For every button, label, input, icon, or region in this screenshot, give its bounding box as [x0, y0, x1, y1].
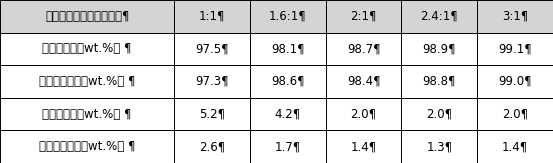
Bar	[174, 130, 250, 163]
Text: 低共熔溶剂与酚的摩尔比¶: 低共熔溶剂与酚的摩尔比¶	[45, 10, 129, 23]
Text: 1:1¶: 1:1¶	[199, 10, 225, 23]
Bar	[0, 98, 174, 130]
Bar	[174, 0, 250, 33]
Text: 2.0¶: 2.0¶	[351, 108, 377, 121]
Bar	[174, 98, 250, 130]
Text: 98.9¶: 98.9¶	[422, 42, 456, 55]
Text: 98.6¶: 98.6¶	[271, 75, 305, 88]
Text: 1.4¶: 1.4¶	[351, 140, 377, 153]
Bar	[401, 65, 477, 98]
Text: 5.2¶: 5.2¶	[199, 108, 225, 121]
Bar	[326, 65, 401, 98]
Text: 2.6¶: 2.6¶	[199, 140, 225, 153]
Bar	[477, 130, 553, 163]
Bar	[326, 98, 401, 130]
Text: 3:1¶: 3:1¶	[502, 10, 528, 23]
Bar	[174, 65, 250, 98]
Bar	[477, 65, 553, 98]
Bar	[401, 130, 477, 163]
Bar	[250, 65, 326, 98]
Bar	[401, 33, 477, 65]
Bar	[401, 0, 477, 33]
Bar	[401, 98, 477, 130]
Text: 2.4:1¶: 2.4:1¶	[420, 10, 458, 23]
Text: 98.1¶: 98.1¶	[271, 42, 305, 55]
Text: 2.0¶: 2.0¶	[502, 108, 528, 121]
Bar	[250, 33, 326, 65]
Text: 甲苯夹带量（wt.%） ¶: 甲苯夹带量（wt.%） ¶	[43, 108, 132, 121]
Bar	[250, 98, 326, 130]
Text: 1.6:1¶: 1.6:1¶	[269, 10, 307, 23]
Bar	[0, 65, 174, 98]
Text: 1.4¶: 1.4¶	[502, 140, 528, 153]
Text: 98.7¶: 98.7¶	[347, 42, 380, 55]
Text: 97.3¶: 97.3¶	[195, 75, 229, 88]
Bar	[250, 130, 326, 163]
Text: 苯酚萸取率（wt.%） ¶: 苯酚萸取率（wt.%） ¶	[43, 42, 132, 55]
Text: 1.3¶: 1.3¶	[426, 140, 452, 153]
Text: 1.7¶: 1.7¶	[275, 140, 301, 153]
Bar	[477, 0, 553, 33]
Bar	[326, 33, 401, 65]
Text: 异丙苯夹带量（wt.%） ¶: 异丙苯夹带量（wt.%） ¶	[39, 140, 135, 153]
Text: 2:1¶: 2:1¶	[351, 10, 377, 23]
Bar	[0, 0, 174, 33]
Bar	[0, 33, 174, 65]
Text: 2.0¶: 2.0¶	[426, 108, 452, 121]
Text: 4.2¶: 4.2¶	[275, 108, 301, 121]
Bar	[326, 130, 401, 163]
Bar	[477, 98, 553, 130]
Text: 99.0¶: 99.0¶	[498, 75, 532, 88]
Bar	[0, 130, 174, 163]
Bar	[174, 33, 250, 65]
Text: 99.1¶: 99.1¶	[498, 42, 532, 55]
Bar	[250, 0, 326, 33]
Text: 97.5¶: 97.5¶	[195, 42, 229, 55]
Text: 间甲酚萸取率（wt.%） ¶: 间甲酚萸取率（wt.%） ¶	[39, 75, 135, 88]
Bar	[477, 33, 553, 65]
Bar	[326, 0, 401, 33]
Text: 98.8¶: 98.8¶	[422, 75, 456, 88]
Text: 98.4¶: 98.4¶	[347, 75, 380, 88]
